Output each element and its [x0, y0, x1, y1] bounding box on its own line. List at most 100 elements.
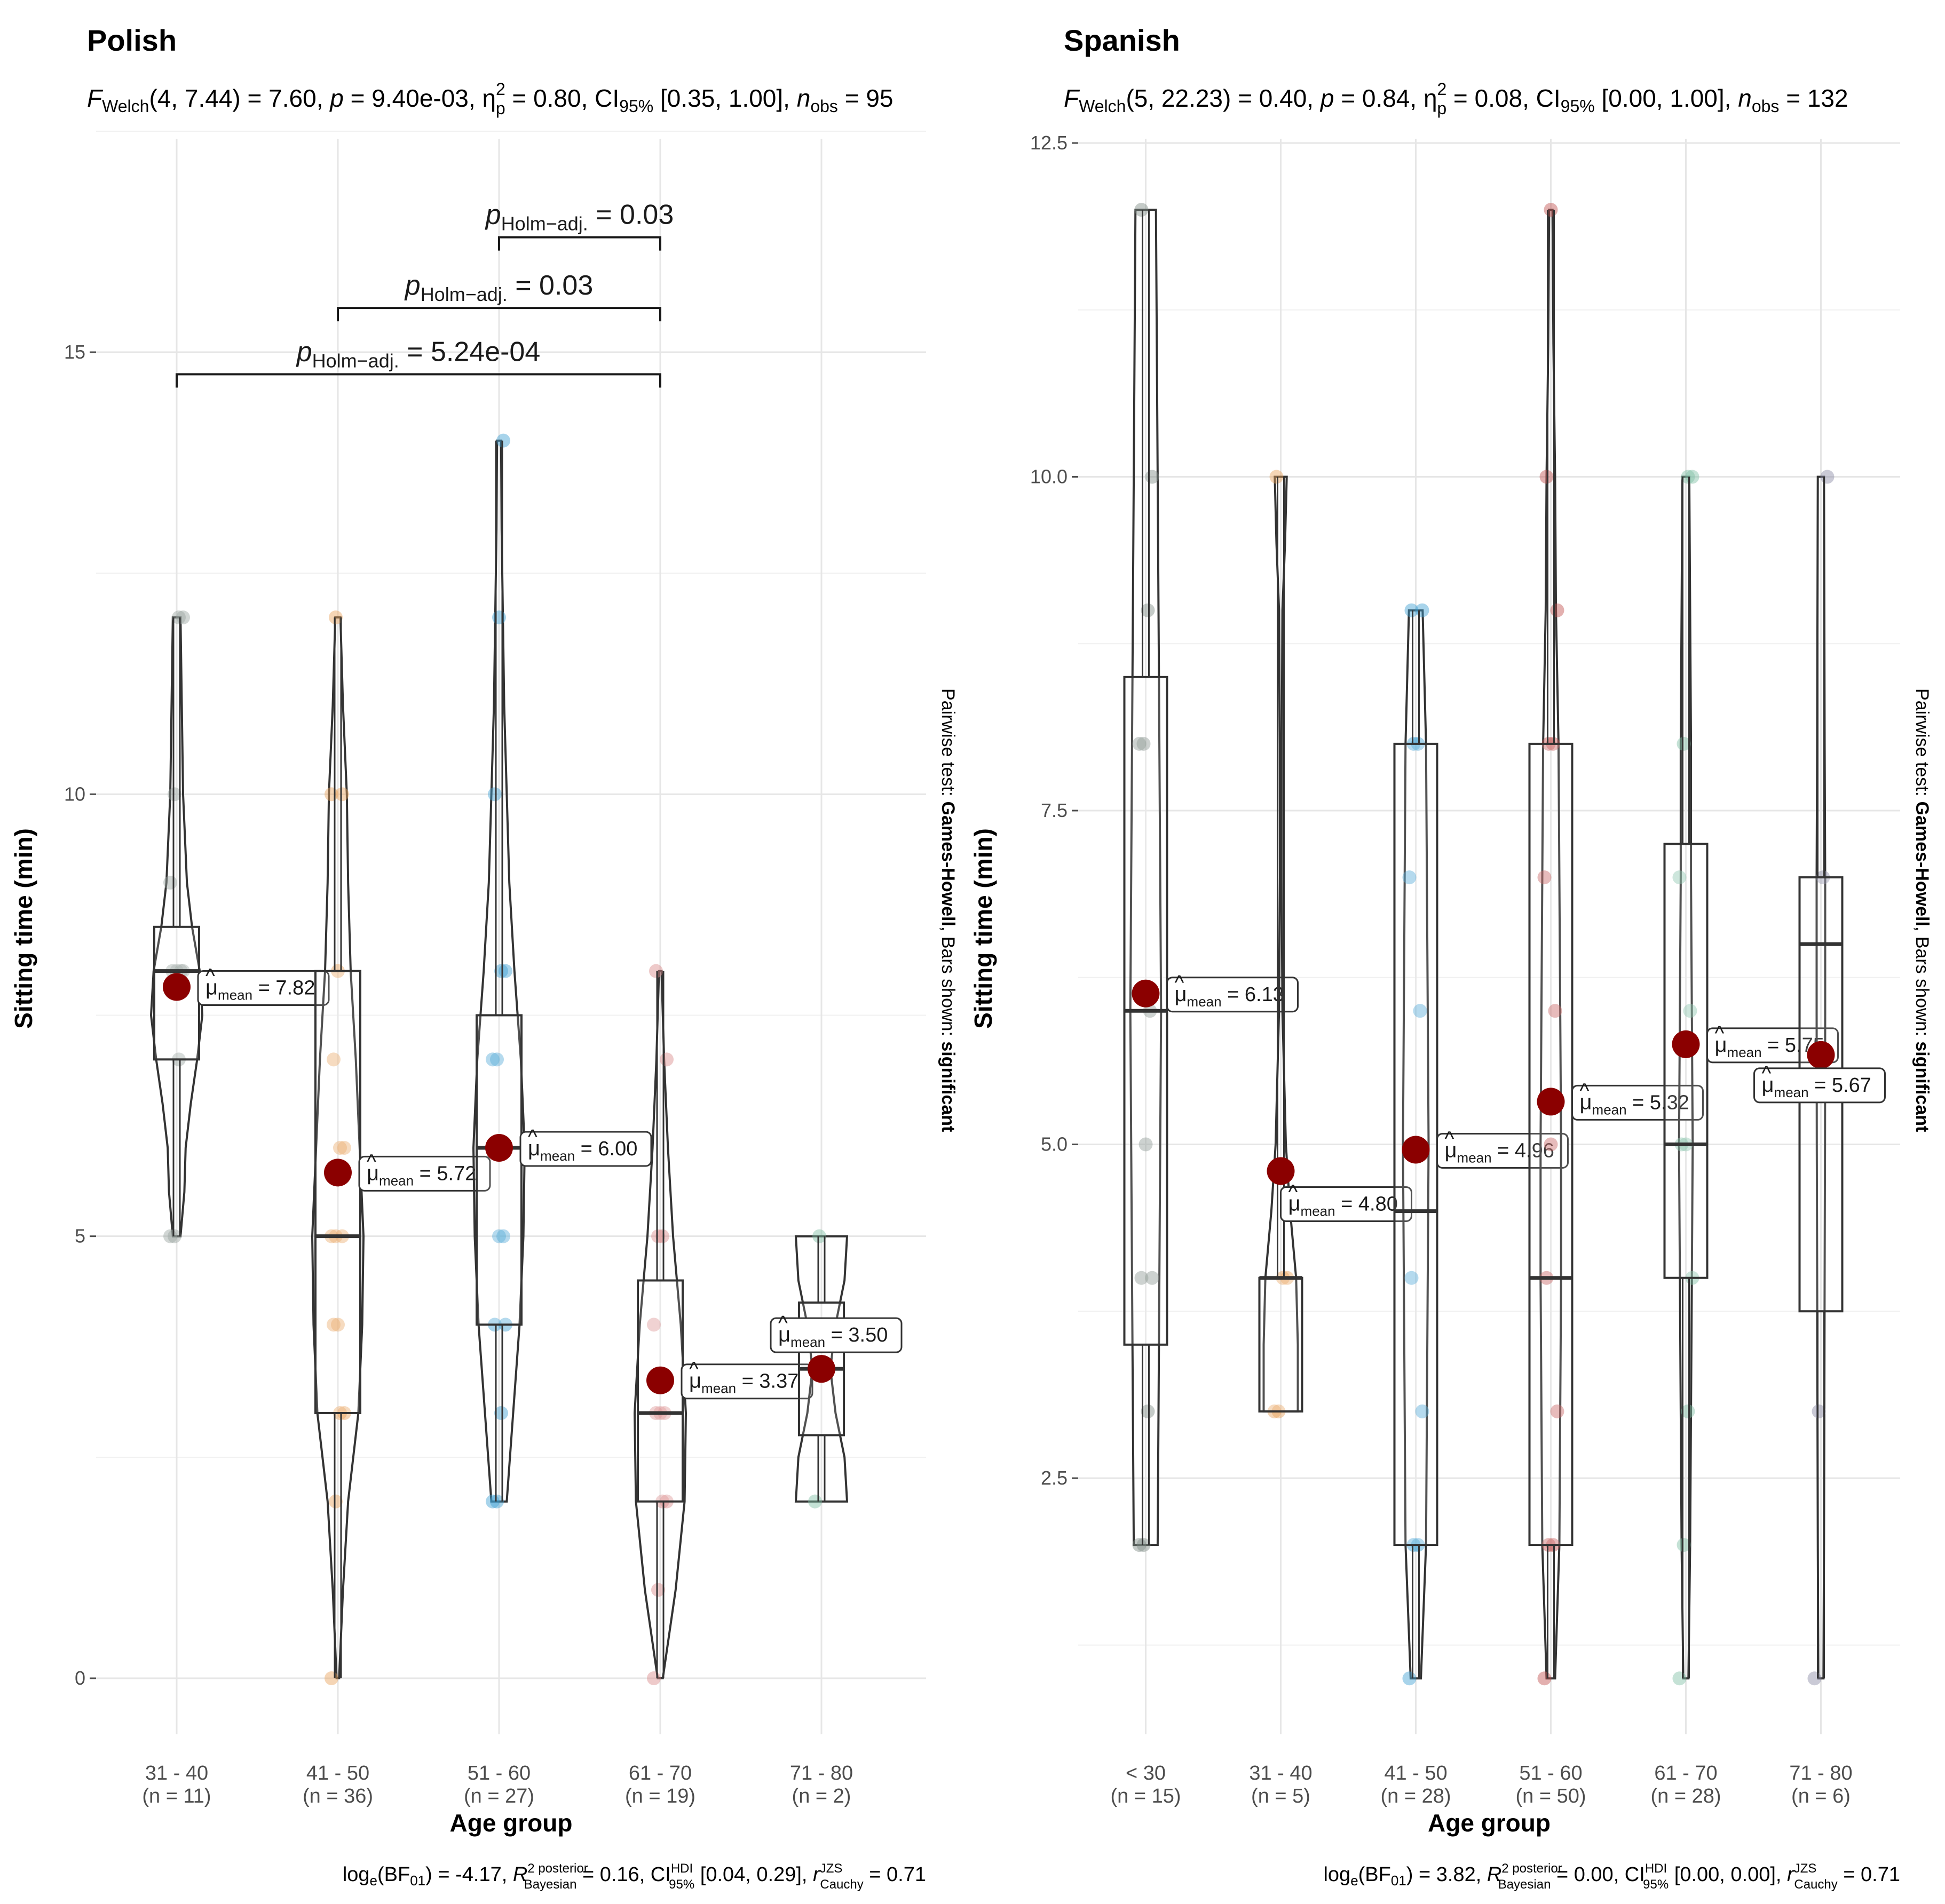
bf-sub: 01 — [410, 1873, 425, 1889]
y-tick-label: 15 — [64, 341, 85, 363]
hat-symbol: ^ — [1288, 1181, 1298, 1204]
violin-shape — [472, 439, 526, 1503]
y-tick-label: 12.5 — [1030, 132, 1068, 154]
ci-sup: HDI — [671, 1861, 693, 1876]
data-point — [1677, 1538, 1691, 1552]
hat-symbol: ^ — [1175, 972, 1184, 994]
mean-label: μmean = 6.13 — [1175, 982, 1284, 1010]
violin-shape — [1129, 209, 1163, 1546]
effect-text: = 0.08, CI — [1446, 84, 1561, 112]
ci-text: [0.00, 0.00], — [1669, 1863, 1787, 1886]
p-text: = 0.84, — [1334, 84, 1424, 112]
r-sup: JZS — [820, 1861, 843, 1876]
mean-dot — [1537, 1088, 1565, 1116]
mean-label-box — [1753, 1067, 1886, 1104]
p-sub: Holm−adj. — [501, 213, 588, 235]
group-41-50: μmean = 4.96^ — [1393, 603, 1569, 1686]
y-axis-label: Sitting time (min) — [969, 828, 997, 1029]
ci-sub: 95% — [669, 1877, 694, 1892]
log-sub: e — [370, 1873, 377, 1889]
mean-label: μmean = 4.96 — [1445, 1139, 1554, 1166]
mean-symbol: μ — [367, 1161, 379, 1185]
data-point — [1672, 1671, 1687, 1686]
data-point — [1685, 470, 1699, 484]
data-point — [1681, 1404, 1695, 1418]
r2-value: = 0.00, CI — [1551, 1863, 1644, 1886]
mean-label-box — [197, 970, 330, 1006]
group-30: μmean = 6.13^ — [1123, 203, 1299, 1552]
data-point — [651, 1583, 665, 1597]
hat-symbol: ^ — [528, 1126, 537, 1148]
hat-symbol: ^ — [1445, 1128, 1454, 1151]
data-point — [1145, 470, 1159, 484]
mean-value: = 3.50 — [825, 1324, 888, 1346]
hat-symbol: ^ — [367, 1151, 376, 1173]
r2-sub: Bayesian — [1498, 1877, 1551, 1892]
pairwise-prefix: Pairwise test: — [938, 688, 958, 802]
panel-title: Polish — [87, 23, 177, 57]
data-point — [1404, 603, 1419, 617]
mean-sub: mean — [379, 1172, 414, 1188]
n-symbol: n — [797, 84, 811, 112]
box-iqr — [1528, 742, 1574, 1546]
violin-shape — [1402, 609, 1430, 1680]
mean-value: = 6.13 — [1222, 983, 1284, 1006]
p-symbol: p — [296, 336, 312, 367]
mean-label-box — [1436, 1133, 1569, 1169]
mean-sub: mean — [218, 987, 252, 1003]
stat-symbol: F — [87, 84, 104, 112]
x-tick-label: 61 - 70 — [629, 1762, 692, 1784]
n-sub: obs — [810, 97, 838, 116]
x-tick-n: (n = 5) — [1251, 1785, 1310, 1807]
x-tick-label: 31 - 40 — [1249, 1762, 1312, 1784]
p-symbol: p — [485, 200, 501, 231]
mean-sub: mean — [1457, 1150, 1492, 1166]
mean-symbol: μ — [689, 1369, 701, 1393]
data-point — [329, 610, 343, 624]
r2-symbol: R — [1487, 1863, 1501, 1886]
x-tick-label: 61 - 70 — [1654, 1762, 1717, 1784]
hat-symbol: ^ — [205, 965, 215, 987]
data-point — [1141, 1404, 1155, 1418]
data-point — [651, 1229, 665, 1243]
x-tick-label: 31 - 40 — [145, 1762, 208, 1784]
group-51-60: μmean = 6.00^ — [472, 433, 652, 1509]
data-point — [1413, 1004, 1427, 1018]
effect-symbol: η — [482, 84, 496, 112]
n-sub: obs — [1752, 97, 1780, 116]
mean-symbol: μ — [528, 1137, 540, 1160]
ci-text: [0.00, 1.00], — [1595, 84, 1738, 112]
y-tick-label: 0 — [75, 1667, 85, 1689]
ci-sub: 95% — [1561, 97, 1595, 116]
y-tick-label: 2.5 — [1041, 1467, 1068, 1489]
mean-sub: mean — [1187, 994, 1222, 1010]
mean-label: μmean = 4.80 — [1288, 1192, 1398, 1219]
y-tick-label: 5.0 — [1041, 1133, 1068, 1155]
effect-sub: p — [496, 99, 505, 118]
comparison-label: pHolm−adj. = 5.24e-04 — [296, 336, 541, 371]
r-value: = 0.71 — [1838, 1863, 1900, 1886]
data-point — [812, 1229, 826, 1243]
r-sub: Cauchy — [820, 1877, 863, 1892]
p-text: = 9.40e-03, — [344, 84, 483, 112]
p-sub: Holm−adj. — [421, 283, 508, 305]
data-point — [660, 1052, 674, 1067]
mean-sub: mean — [790, 1334, 825, 1350]
group-71-80: μmean = 3.50^ — [770, 1229, 903, 1509]
data-point — [325, 787, 338, 802]
comparison-label: pHolm−adj. = 0.03 — [404, 270, 593, 305]
stat-sub: Welch — [102, 97, 149, 116]
data-point — [494, 1406, 508, 1420]
log-text: log — [343, 1863, 370, 1886]
ci-text: [0.35, 1.00], — [653, 84, 797, 112]
effect-sub: p — [1437, 99, 1446, 118]
x-tick-n: (n = 27) — [464, 1785, 534, 1807]
hat-symbol: ^ — [689, 1359, 699, 1381]
x-tick-n: (n = 28) — [1380, 1785, 1451, 1807]
data-point — [1145, 1271, 1159, 1285]
mean-value: = 4.96 — [1492, 1140, 1554, 1162]
mean-label: μmean = 7.82 — [205, 975, 315, 1003]
pairwise-test: Games-Howell — [938, 802, 958, 926]
data-point — [1820, 470, 1835, 484]
